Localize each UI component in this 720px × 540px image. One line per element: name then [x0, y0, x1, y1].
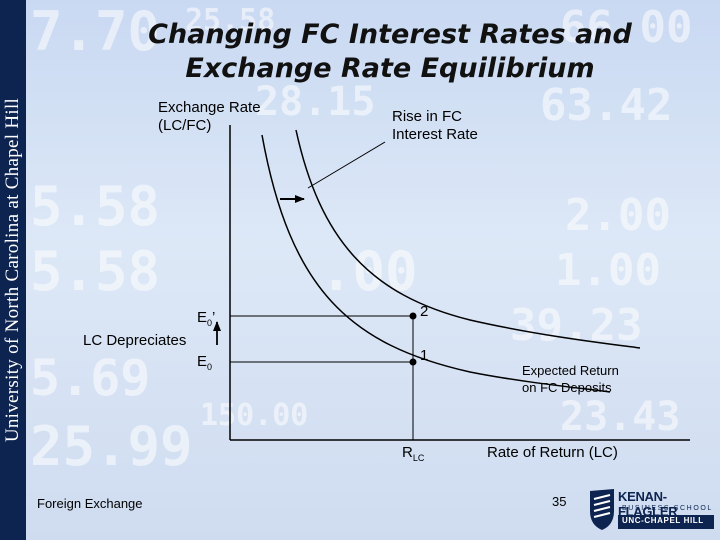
bg-number: 5.58 [30, 240, 160, 303]
e0-main: E [197, 353, 208, 370]
curve-label-line-1: Expected Return [522, 363, 619, 378]
point-2-label: 2 [420, 303, 429, 320]
bg-number: 150.00 [200, 398, 308, 433]
expected-return-curve-original [261, 134, 611, 393]
bg-number: 5.58 [30, 175, 160, 238]
bg-number: 28.15 [255, 79, 375, 125]
rlc-subscript: LC [412, 453, 425, 463]
kenan-flagler-logo: KENAN-FLAGLER BUSINESS SCHOOL UNC-CHAPEL… [588, 487, 716, 533]
shift-pointer-line [307, 141, 386, 189]
e0-prime-mark: ’ [212, 309, 216, 326]
shift-label-line-1: Rise in FC [392, 108, 463, 125]
logo-bar [618, 515, 714, 529]
bg-number: 25.99 [30, 415, 193, 478]
shift-label-line-2: Interest Rate [392, 126, 478, 143]
expected-return-curve-shifted [295, 129, 641, 349]
university-sidebar: University of North Carolina at Chapel H… [0, 0, 26, 540]
bg-number: 5.69 [30, 349, 150, 407]
logo-school: BUSINESS SCHOOL [622, 505, 713, 512]
e0-prime-label: E0’ [197, 309, 215, 332]
title-line-1: Changing FC Interest Rates and [148, 19, 632, 50]
page-number: 35 [552, 494, 567, 509]
bg-number: 63.42 [540, 80, 672, 131]
e0-label: E0 [197, 353, 212, 376]
bg-number: 25.58 [185, 3, 275, 38]
rlc-main: R [402, 444, 413, 461]
equilibrium-point-2 [409, 312, 417, 320]
rlc-label: RLC [402, 444, 424, 467]
bg-number: 66.00 [560, 2, 692, 53]
y-axis-label-line-1: Exchange Rate [158, 99, 261, 116]
e0-prime-subscript: 0 [207, 318, 213, 328]
footer-course-title: Foreign Exchange [37, 496, 143, 511]
logo-shield-icon [590, 489, 614, 530]
bg-number: 7.70 [30, 0, 160, 63]
logo-unc: UNC-CHAPEL HILL [622, 516, 704, 525]
point-1-label: 1 [420, 347, 429, 364]
x-axis-label: Rate of Return (LC) [487, 444, 618, 461]
e0-subscript: 0 [207, 362, 213, 372]
depreciation-label: LC Depreciates [83, 332, 187, 349]
equilibrium-point-1 [409, 358, 417, 366]
e0-prime-main: E [197, 309, 208, 326]
curve-label-line-2: on FC Deposits [522, 380, 612, 395]
bg-number: 23.43 [560, 394, 680, 440]
slide-title: Changing FC Interest Rates and Exchange … [60, 18, 720, 86]
bg-number: 2.00 [565, 190, 671, 241]
y-axis-label-line-2: (LC/FC) [158, 117, 212, 134]
bg-number: 1.00 [555, 245, 661, 296]
shift-label: Rise in FC Interest Rate [392, 108, 478, 144]
curve-label: Expected Return on FC Deposits [522, 362, 619, 396]
title-line-2: Exchange Rate Equilibrium [185, 53, 595, 84]
bg-number: 39.23 [510, 300, 642, 351]
y-axis-label: Exchange Rate (LC/FC) [158, 99, 261, 135]
